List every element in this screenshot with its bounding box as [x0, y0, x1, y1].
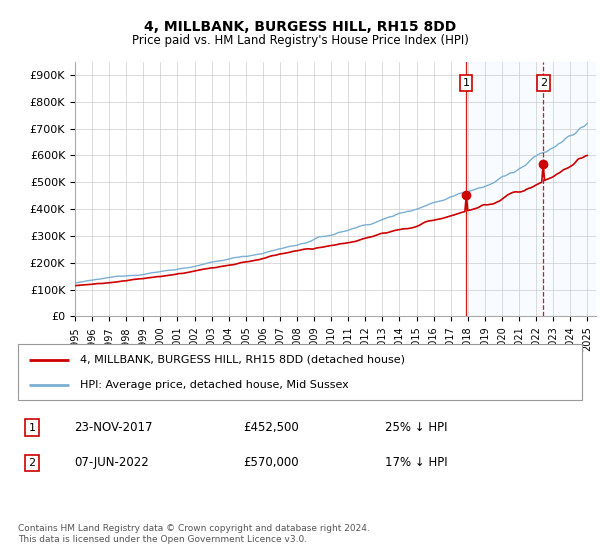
Text: 4, MILLBANK, BURGESS HILL, RH15 8DD: 4, MILLBANK, BURGESS HILL, RH15 8DD	[144, 20, 456, 34]
Text: £452,500: £452,500	[244, 421, 299, 434]
Text: Contains HM Land Registry data © Crown copyright and database right 2024.
This d: Contains HM Land Registry data © Crown c…	[18, 524, 370, 544]
Text: 23-NOV-2017: 23-NOV-2017	[74, 421, 153, 434]
Text: 4, MILLBANK, BURGESS HILL, RH15 8DD (detached house): 4, MILLBANK, BURGESS HILL, RH15 8DD (det…	[80, 354, 405, 365]
Text: Price paid vs. HM Land Registry's House Price Index (HPI): Price paid vs. HM Land Registry's House …	[131, 34, 469, 46]
Text: 2: 2	[29, 458, 35, 468]
Text: 2: 2	[540, 78, 547, 88]
FancyBboxPatch shape	[18, 344, 582, 400]
Text: 25% ↓ HPI: 25% ↓ HPI	[385, 421, 447, 434]
Text: HPI: Average price, detached house, Mid Sussex: HPI: Average price, detached house, Mid …	[80, 380, 349, 390]
Text: 1: 1	[463, 78, 470, 88]
Bar	[466, 62, 596, 316]
Text: £570,000: £570,000	[244, 456, 299, 469]
Text: 17% ↓ HPI: 17% ↓ HPI	[385, 456, 447, 469]
Text: 07-JUN-2022: 07-JUN-2022	[74, 456, 149, 469]
Text: 1: 1	[29, 423, 35, 432]
